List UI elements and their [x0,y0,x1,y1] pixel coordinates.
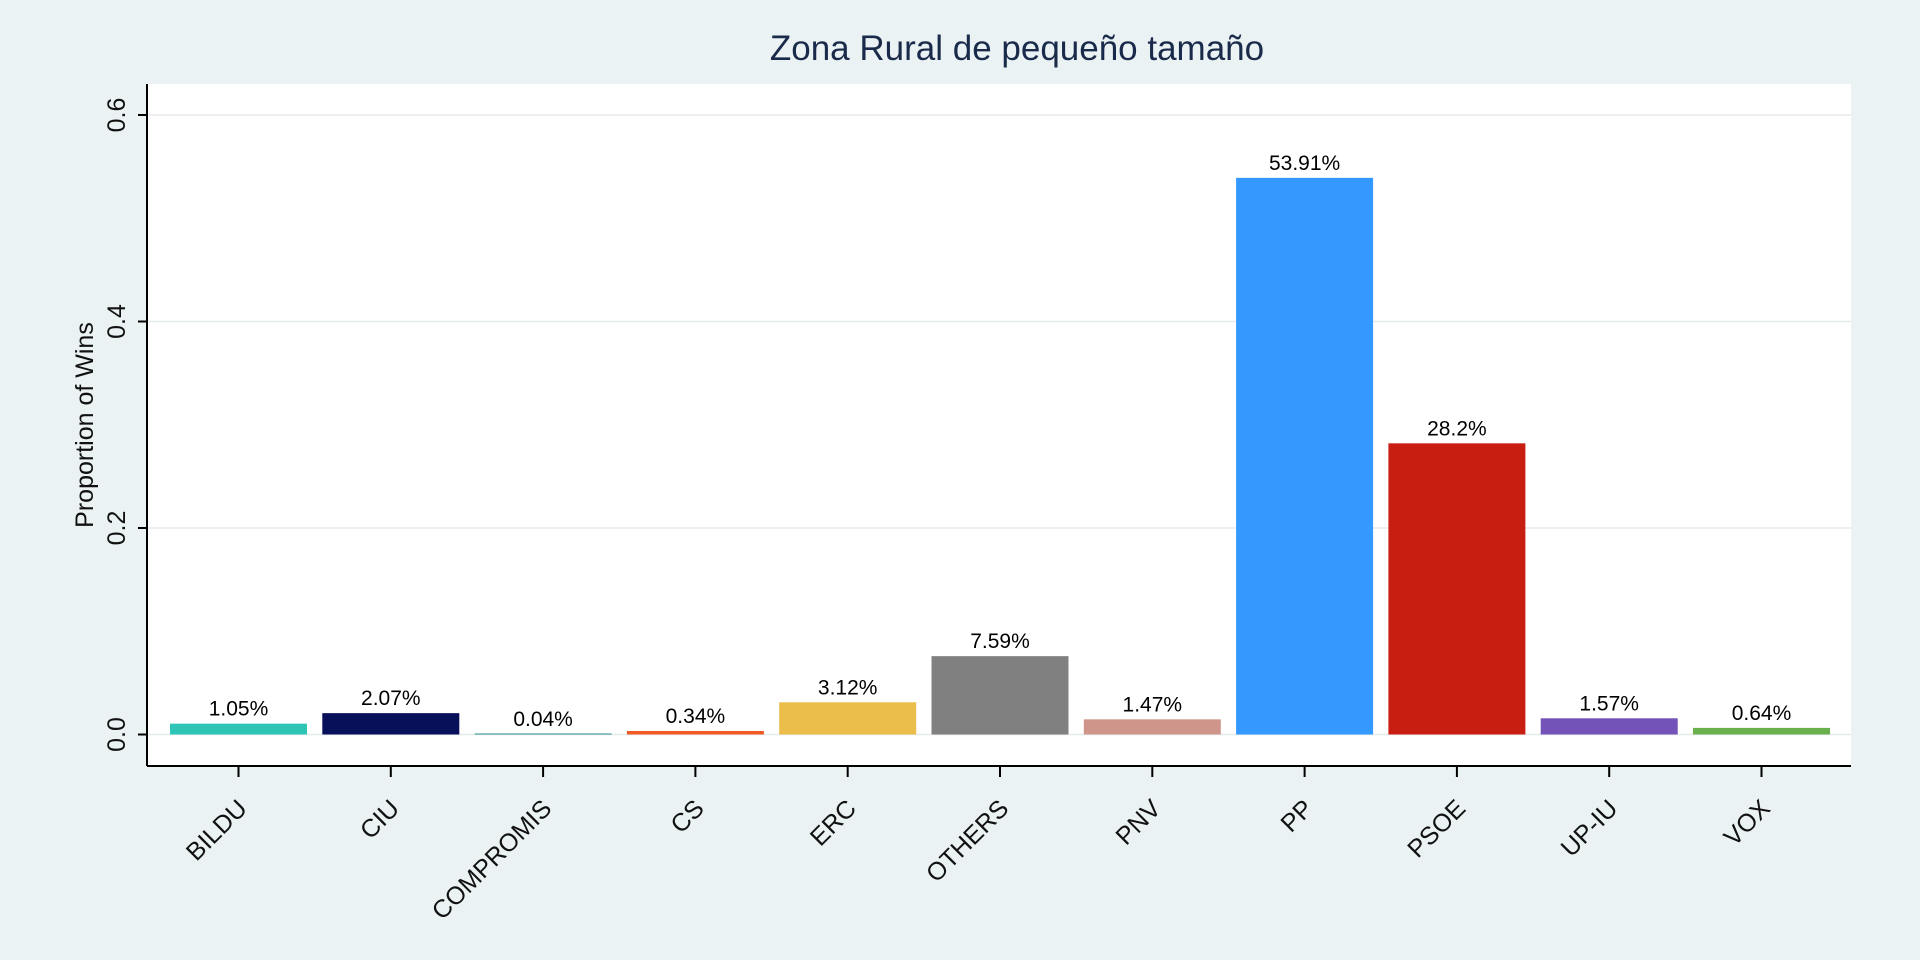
data-label-pp: 53.91% [1269,152,1340,175]
data-label-others: 7.59% [970,630,1030,653]
y-tick-label: 0.6 [103,98,131,133]
data-label-compromis: 0.04% [513,708,573,731]
y-axis-title: Proportion of Wins [71,322,99,528]
data-label-ciu: 2.07% [361,687,421,710]
x-tick-label-erc: ERC [805,794,862,851]
data-label-pnv: 1.47% [1123,693,1183,716]
x-tick-label-bildu: BILDU [181,794,253,866]
x-tick-label-psoe: PSOE [1402,794,1471,863]
x-tick-label-pnv: PNV [1110,794,1166,850]
data-label-bildu: 1.05% [209,698,269,721]
bars-layer [170,177,1830,735]
y-tick-label: 0.0 [103,717,131,752]
x-tick-label-others: OTHERS [921,794,1014,887]
data-label-vox: 0.64% [1732,702,1792,725]
data-label-cs: 0.34% [666,705,726,728]
bar-pp [1236,177,1374,735]
bar-psoe [1388,443,1526,735]
chart-title: Zona Rural de pequeño tamaño [770,29,1264,68]
bar-up-iu [1540,718,1678,735]
data-label-psoe: 28.2% [1427,417,1487,440]
bar-erc [779,702,917,735]
bar-vox [1693,727,1830,735]
bar-pnv [1083,719,1221,735]
bar-cs [626,730,764,735]
y-tick-label: 0.4 [103,304,131,339]
plot-background [147,84,1851,766]
x-tick-label-up-iu: UP-IU [1556,794,1624,862]
data-labels-layer: 1.05% 2.07% 0.04% 0.34% 3.12% 7.59% 1.47% 53.91… [209,152,1792,731]
x-tick-label-vox: VOX [1719,794,1776,851]
bar-bildu [170,723,307,735]
x-tick-label-ciu: CIU [355,794,405,844]
bar-ciu [322,713,460,735]
x-tick-label-cs: CS [665,794,709,838]
data-label-up-iu: 1.57% [1579,692,1639,715]
bar-compromis [474,733,612,735]
data-label-erc: 3.12% [818,676,878,699]
x-tick-label-compromis: COMPROMIS [427,794,558,925]
y-tick-label: 0.2 [103,511,131,546]
x-tick-label-pp: PP [1275,794,1318,837]
bar-others [931,656,1069,735]
